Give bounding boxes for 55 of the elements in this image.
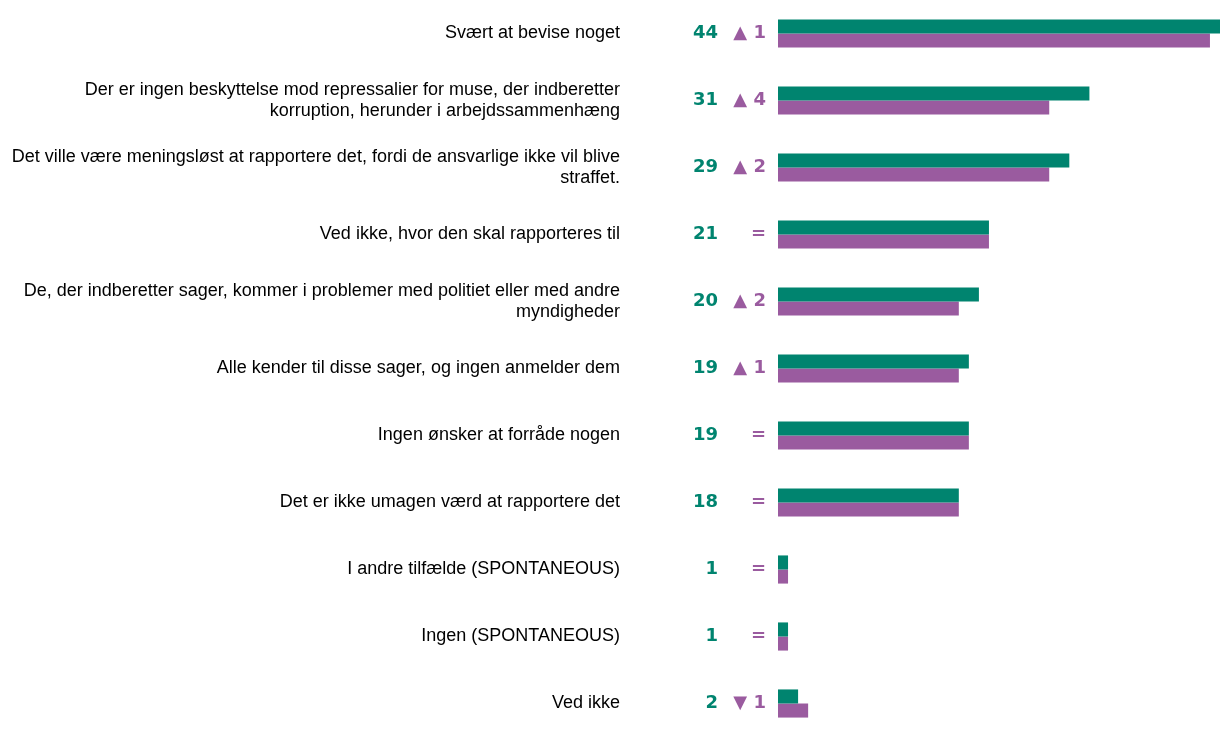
bar xyxy=(778,689,799,704)
text: ▲ 4 xyxy=(733,88,766,110)
y-tick-label: Der er ingen beskyttelse mod repressalier for muse, der indberetter korruption, herunder i arbejdssammenhæng xyxy=(84,78,620,121)
bar xyxy=(778,703,809,718)
text: = xyxy=(750,624,766,646)
data-label: 19 xyxy=(692,356,718,378)
text: = xyxy=(750,222,766,244)
y-tick-label: Ingen (SPONTANEOUS) xyxy=(421,625,620,646)
bar xyxy=(778,636,789,651)
data-label: 21 xyxy=(692,222,718,244)
bar xyxy=(778,555,789,570)
text: = xyxy=(750,423,766,445)
y-tick-label: Ved ikke xyxy=(551,692,620,713)
text: ▲ 1 xyxy=(733,356,766,378)
bar xyxy=(778,301,959,316)
y-tick-label: I andre tilfælde (SPONTANEOUS) xyxy=(347,558,620,579)
text: ▼ 1 xyxy=(733,691,766,713)
text: ▲ 2 xyxy=(733,155,766,177)
data-label: 29 xyxy=(692,155,718,177)
y-tick-label: De, der indberetter sager, kommer i problemer med politiet eller med andre myndigheder xyxy=(23,279,621,322)
bar xyxy=(778,100,1050,115)
data-label: 20 xyxy=(692,289,718,311)
y-tick-label: Alle kender til disse sager, og ingen anmelder dem xyxy=(216,357,620,378)
bar xyxy=(778,488,959,503)
data-label: 2 xyxy=(705,691,718,713)
bar xyxy=(778,569,789,584)
y-tick-label: Svært at bevise noget xyxy=(444,22,620,43)
bar xyxy=(778,33,1210,48)
bar xyxy=(778,287,979,302)
data-label: 18 xyxy=(692,490,718,512)
bar xyxy=(778,502,959,517)
bar xyxy=(778,435,969,450)
data-label: 1 xyxy=(705,557,718,579)
bar xyxy=(778,167,1050,182)
text: ▲ 1 xyxy=(733,21,766,43)
text: ▲ 2 xyxy=(733,289,766,311)
bar xyxy=(778,421,969,436)
bar xyxy=(778,86,1090,101)
y-tick-label: Ved ikke, hvor den skal rapporteres til xyxy=(319,223,620,244)
text: = xyxy=(750,490,766,512)
bar xyxy=(778,622,789,637)
y-tick-label: Det ville være meningsløst at rapportere det, fordi de ansvarlige ikke vil blive straffet. xyxy=(11,145,620,188)
bar xyxy=(778,153,1070,168)
bar xyxy=(778,19,1220,34)
y-tick-label: Ingen ønsker at forråde nogen xyxy=(377,424,620,445)
data-label: 31 xyxy=(692,88,718,110)
bar xyxy=(778,220,989,235)
bar xyxy=(778,368,959,383)
y-tick-label: Det er ikke umagen værd at rapportere det xyxy=(279,491,620,512)
bar xyxy=(778,234,989,249)
data-label: 19 xyxy=(692,423,718,445)
data-label: 44 xyxy=(692,21,718,43)
data-label: 1 xyxy=(705,624,718,646)
bar xyxy=(778,354,969,369)
text: = xyxy=(750,557,766,579)
